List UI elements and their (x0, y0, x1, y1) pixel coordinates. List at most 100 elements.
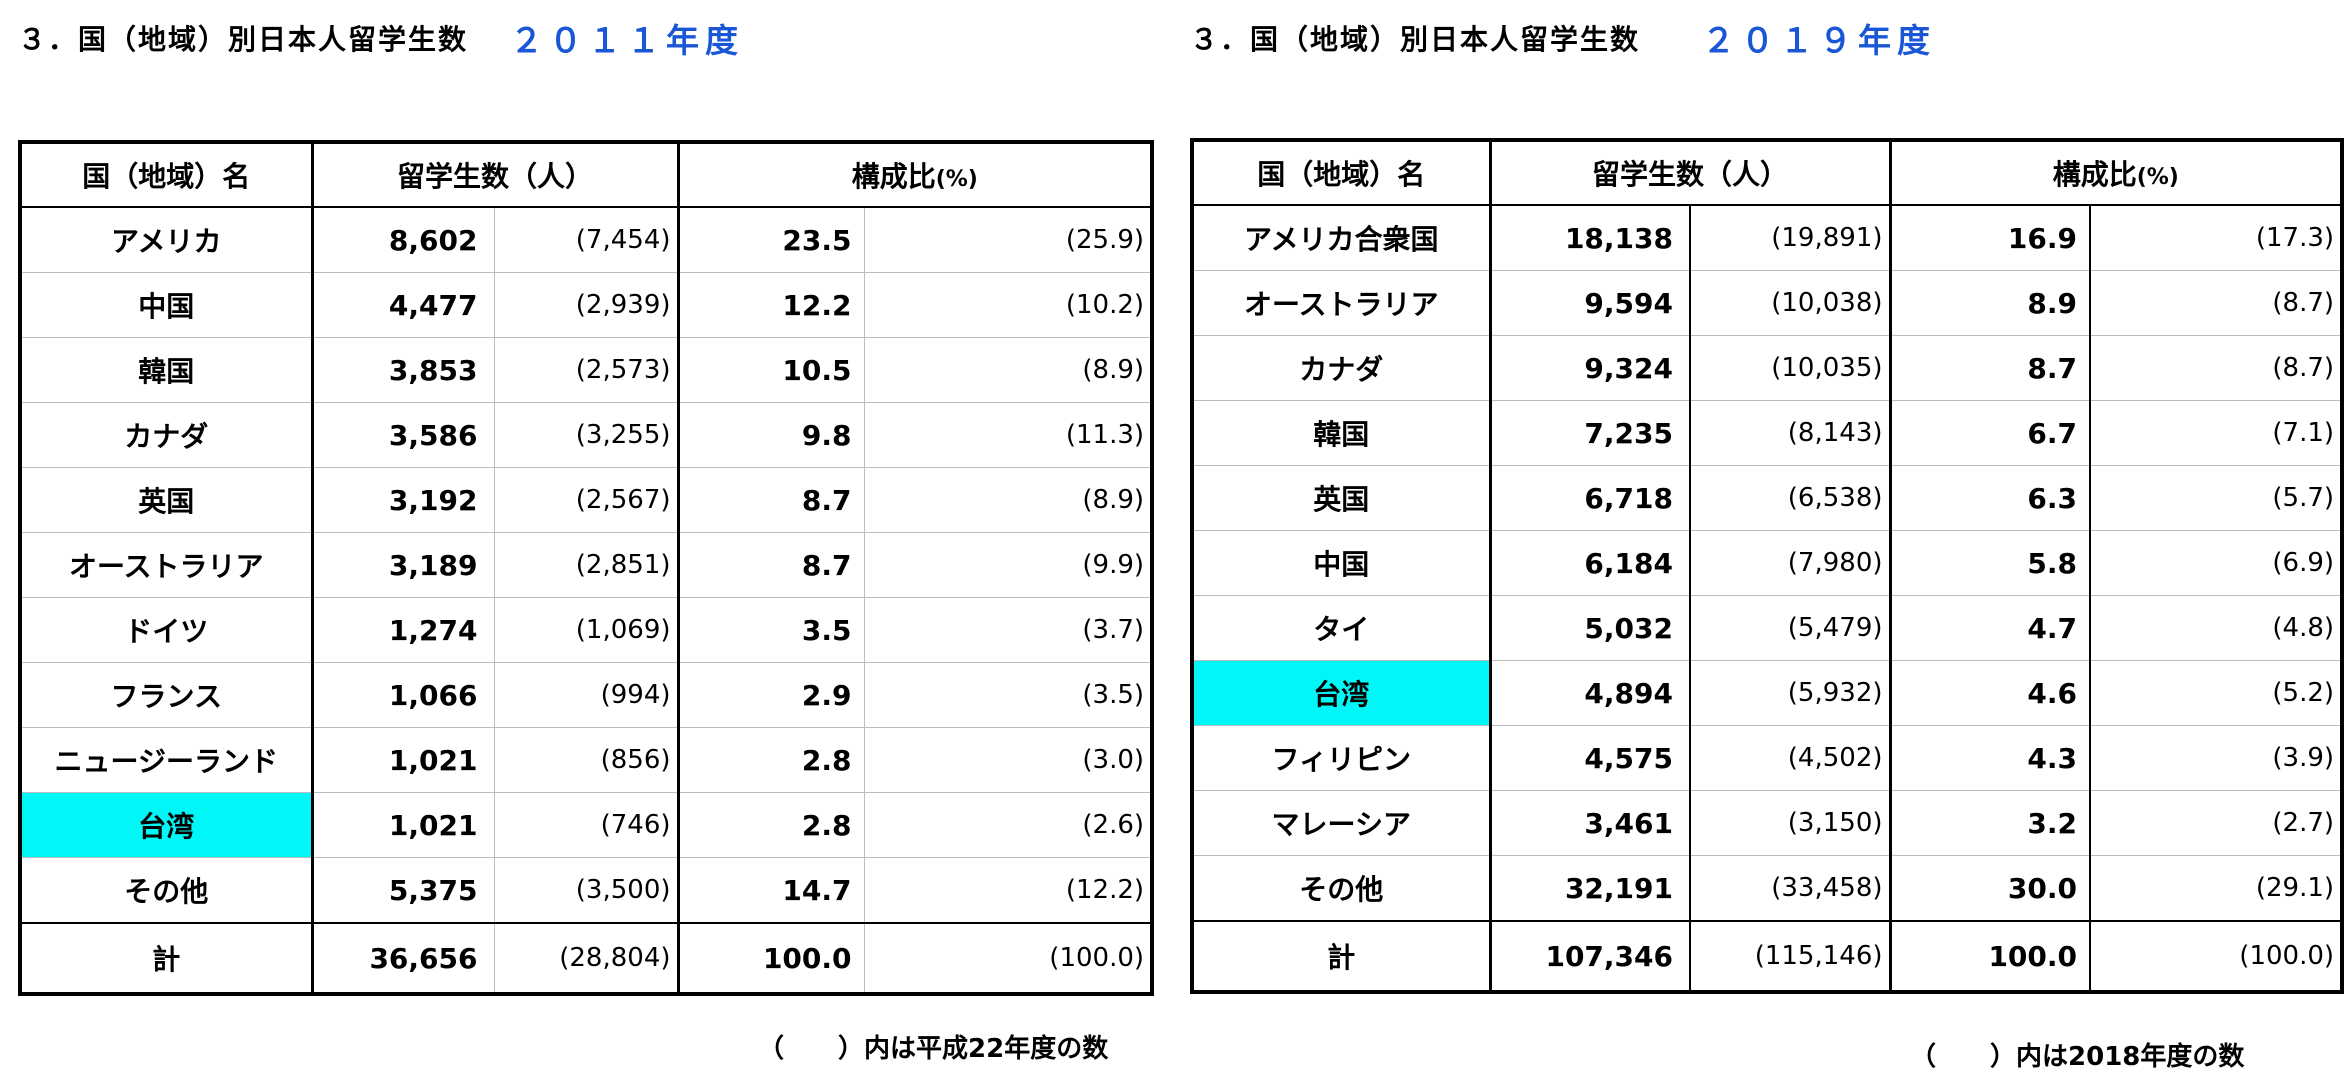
previous-ratio: (17.3) (2089, 205, 2343, 271)
table-row: ドイツ 1,274 (1,069) 3.5 (3.7) (20, 597, 1153, 663)
table-row: 中国 4,477 (2,939) 12.2 (10.2) (20, 272, 1153, 338)
total-previous-ratio: (100.0) (863, 922, 1153, 994)
total-label: 計 (20, 922, 314, 994)
total-count: 107,346 (1489, 920, 1690, 992)
previous-count: (2,567) (493, 467, 679, 533)
total-label: 計 (1192, 920, 1492, 992)
country-name: その他 (20, 857, 314, 924)
total-row: 計 36,656 (28,804) 100.0 (100.0) (20, 922, 1153, 994)
previous-count: (5,932) (1688, 660, 1891, 726)
table-row: 英国 6,718 (6,538) 6.3 (5.7) (1192, 465, 2343, 531)
total-previous-count: (28,804) (493, 922, 679, 994)
header-ratio-label: 構成比 (851, 160, 936, 193)
country-name: 英国 (20, 467, 314, 533)
table-year: ２０１９年度 (1702, 21, 1937, 60)
previous-ratio: (4.8) (2089, 595, 2343, 661)
student-count: 5,375 (311, 857, 494, 924)
table-row: その他 32,191 (33,458) 30.0 (29.1) (1192, 855, 2343, 922)
country-name: ニュージーランド (20, 727, 314, 793)
previous-ratio: (25.9) (863, 207, 1153, 273)
ratio-percent: 4.3 (1888, 725, 2091, 791)
footnote-open: （ (1910, 1042, 1937, 1072)
previous-count: (7,454) (493, 207, 679, 273)
table-row: オーストラリア 3,189 (2,851) 8.7 (9.9) (20, 532, 1153, 598)
country-name: 韓国 (20, 337, 314, 403)
previous-count: (2,939) (493, 272, 679, 338)
country-name: その他 (1192, 855, 1492, 922)
previous-count: (7,980) (1688, 530, 1891, 596)
previous-ratio: (7.1) (2089, 400, 2343, 466)
ratio-percent: 8.9 (1888, 270, 2091, 336)
previous-ratio: (2.6) (863, 792, 1153, 858)
previous-count: (8,143) (1688, 400, 1891, 466)
footnote-text: ）内は2018年度の数 (1990, 1042, 2245, 1072)
student-count: 3,189 (311, 532, 494, 598)
country-name: タイ (1192, 595, 1492, 661)
total-row: 計 107,346 (115,146) 100.0 (100.0) (1192, 920, 2343, 992)
previous-ratio: (2.7) (2089, 790, 2343, 856)
total-count: 36,656 (311, 922, 494, 994)
previous-ratio: (6.9) (2089, 530, 2343, 596)
ratio-percent: 3.5 (676, 597, 865, 663)
footnote-open: （ (758, 1034, 785, 1064)
previous-count: (2,573) (493, 337, 679, 403)
previous-count: (6,538) (1688, 465, 1891, 531)
student-count: 32,191 (1489, 855, 1690, 922)
previous-ratio: (9.9) (863, 532, 1153, 598)
table-row: 韓国 3,853 (2,573) 10.5 (8.9) (20, 337, 1153, 403)
table-row: フィリピン 4,575 (4,502) 4.3 (3.9) (1192, 725, 2343, 791)
footnote-text: ）内は平成22年度の数 (838, 1034, 1109, 1064)
country-name: 中国 (1192, 530, 1492, 596)
student-count: 3,853 (311, 337, 494, 403)
header-count: 留学生数（人） (312, 142, 679, 208)
header-country: 国（地域）名 (1192, 140, 1492, 206)
student-count: 3,192 (311, 467, 494, 533)
panel-header: ３．国（地域）別日本人留学生数 ２０１１年度 (18, 14, 744, 70)
country-name: マレーシア (1192, 790, 1492, 856)
previous-count: (2,851) (493, 532, 679, 598)
previous-count: (1,069) (493, 597, 679, 663)
student-count: 3,586 (311, 402, 494, 468)
previous-ratio: (8.9) (863, 467, 1153, 533)
total-previous-ratio: (100.0) (2089, 920, 2343, 992)
table-year: ２０１１年度 (510, 21, 745, 60)
total-ratio: 100.0 (676, 922, 865, 994)
country-name: アメリカ合衆国 (1192, 205, 1492, 271)
previous-count: (994) (493, 662, 679, 728)
student-count: 4,575 (1489, 725, 1690, 791)
footnote: （ ）内は2018年度の数 (1910, 1036, 2244, 1073)
table-row: 中国 6,184 (7,980) 5.8 (6.9) (1192, 530, 2343, 596)
table-row: アメリカ 8,602 (7,454) 23.5 (25.9) (20, 207, 1153, 273)
country-name: オーストラリア (20, 532, 314, 598)
student-count: 6,184 (1489, 530, 1690, 596)
previous-ratio: (5.2) (2089, 660, 2343, 726)
student-count: 1,066 (311, 662, 494, 728)
header-ratio-unit: (%) (935, 167, 978, 192)
student-count: 18,138 (1489, 205, 1690, 271)
student-count: 9,594 (1489, 270, 1690, 336)
country-name: 台湾 (20, 792, 314, 858)
previous-ratio: (10.2) (863, 272, 1153, 338)
table-body: 国（地域）名 留学生数（人） 構成比(%) アメリカ 8,602 (7,454) 23.5(… (20, 142, 1153, 994)
ratio-percent: 9.8 (676, 402, 865, 468)
previous-ratio: (8.9) (863, 337, 1153, 403)
ratio-percent: 8.7 (676, 467, 865, 533)
header-country: 国（地域）名 (20, 142, 314, 208)
ratio-percent: 8.7 (1888, 335, 2091, 401)
table-row: 台湾 1,021 (746) 2.8 (2.6) (20, 792, 1153, 858)
table-row: 韓国 7,235 (8,143) 6.7 (7.1) (1192, 400, 2343, 466)
header-ratio-label: 構成比 (2052, 158, 2137, 191)
previous-count: (856) (493, 727, 679, 793)
ratio-percent: 16.9 (1888, 205, 2091, 271)
table-row: フランス 1,066 (994) 2.9 (3.5) (20, 662, 1153, 728)
students-table-2019: 国（地域）名 留学生数（人） 構成比(%) アメリカ合衆国 18,138 (19,891)… (1190, 138, 2344, 994)
previous-ratio: (29.1) (2089, 855, 2343, 922)
student-count: 5,032 (1489, 595, 1690, 661)
ratio-percent: 6.3 (1888, 465, 2091, 531)
student-count: 1,021 (311, 792, 494, 858)
previous-count: (5,479) (1688, 595, 1891, 661)
student-count: 6,718 (1489, 465, 1690, 531)
previous-count: (10,035) (1688, 335, 1891, 401)
country-name: 韓国 (1192, 400, 1492, 466)
previous-ratio: (3.5) (863, 662, 1153, 728)
